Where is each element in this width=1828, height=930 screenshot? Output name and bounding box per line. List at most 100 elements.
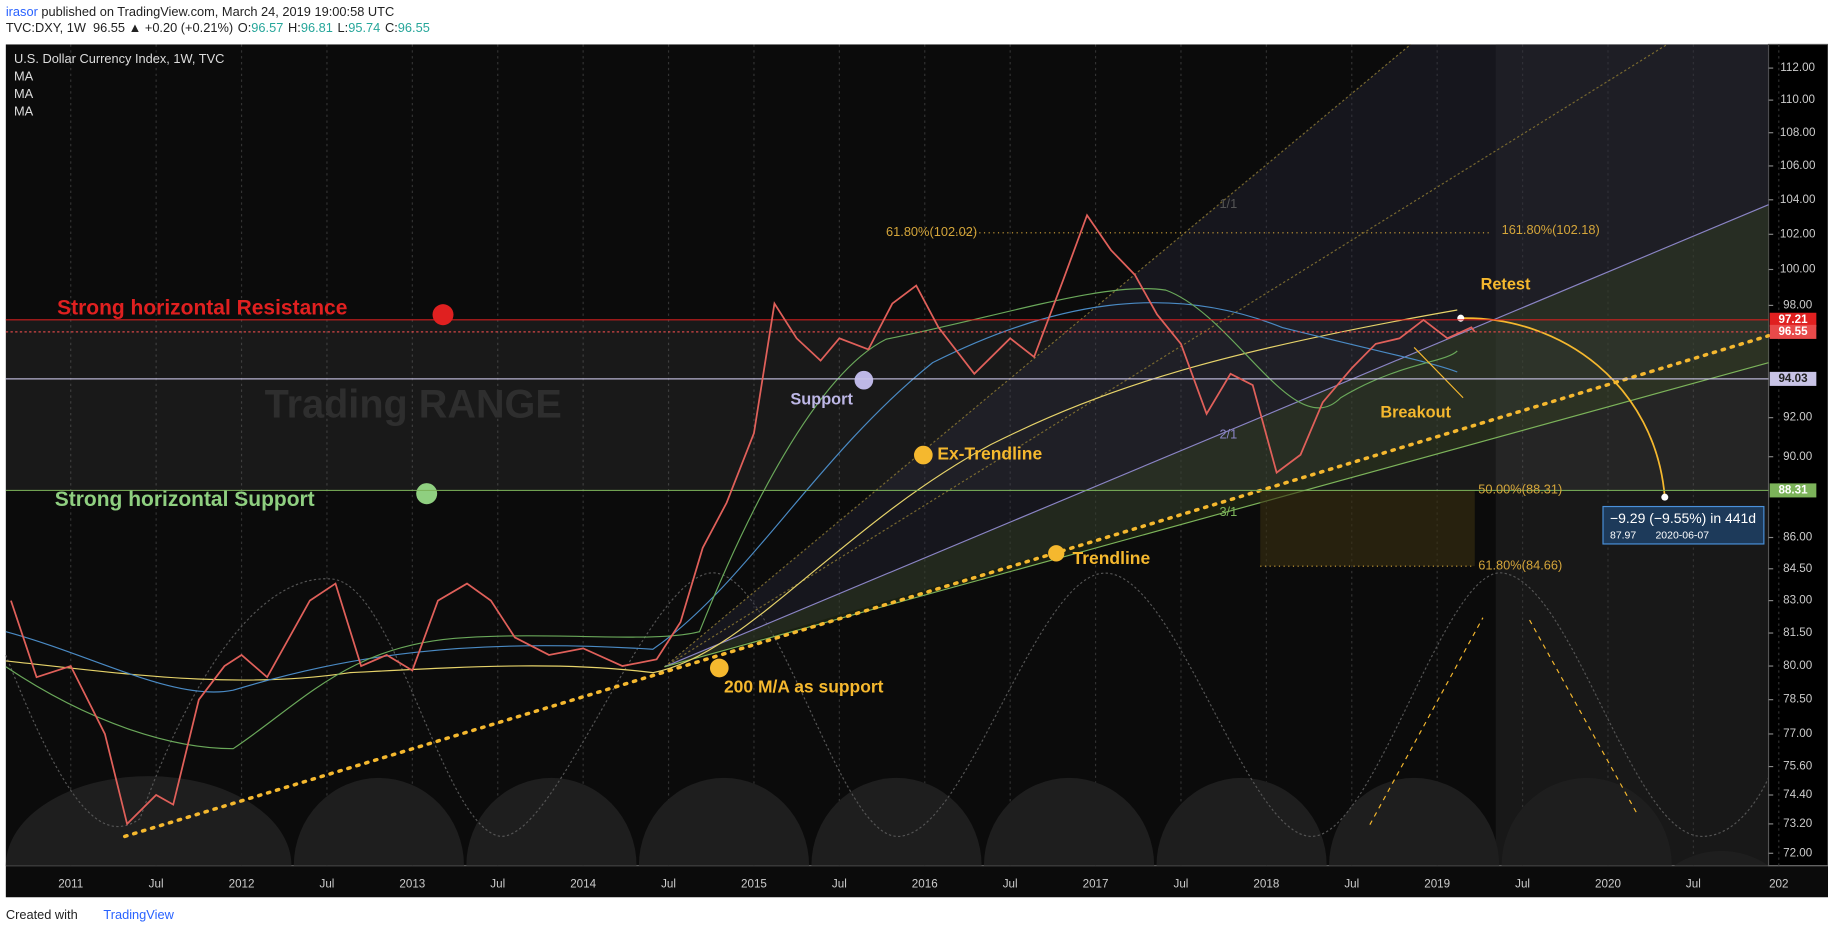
y-tick-label: 83.00 [1783, 594, 1813, 607]
projection-end [1661, 493, 1669, 501]
close-label: C: [385, 21, 398, 36]
y-tick-label: 92.00 [1783, 411, 1813, 424]
fan-line [664, 43, 1668, 668]
projection-zone [1495, 44, 1769, 866]
low: 95.74 [348, 21, 380, 36]
indicator-label: MA [14, 104, 34, 119]
trendline-dot [1048, 545, 1065, 562]
ma-200 [5, 309, 1458, 681]
close: 96.55 [398, 21, 430, 36]
y-tick-label: 74.40 [1783, 788, 1813, 801]
high-label: H: [288, 21, 301, 36]
x-tick-label: 2018 [1253, 877, 1279, 890]
x-tick-label: 2017 [1083, 877, 1109, 890]
support-text: Support [790, 390, 853, 408]
price-label-bg [1769, 324, 1817, 339]
quote: 96.55 ▲ +0.20 (+0.21%) [93, 21, 233, 36]
fan-line [664, 204, 1769, 668]
x-tick-label: 2015 [741, 877, 767, 890]
price-label-bg [1769, 312, 1817, 327]
y-tick-label: 72.00 [1783, 846, 1813, 859]
x-tick-label: Jul [1003, 877, 1018, 890]
indicator-label: MA [14, 86, 34, 101]
price-label-bg [1769, 371, 1817, 386]
x-tick-label: Jul [1174, 877, 1189, 890]
x-tick-label: 2012 [229, 877, 255, 890]
y-tick-label: 86.00 [1783, 531, 1813, 544]
range-label: Trading RANGE [265, 383, 562, 427]
price-label: 94.03 [1778, 372, 1808, 385]
published-text: published on TradingView.com, March 24, … [41, 4, 394, 19]
trendline [122, 333, 1771, 839]
x-tick-label: 2020 [1595, 877, 1621, 890]
projection-start [1457, 314, 1465, 322]
header-line-1: irasor published on TradingView.com, Marc… [6, 4, 394, 19]
low-label: L: [338, 21, 349, 36]
ex-trendline-dot [914, 445, 933, 465]
price-label-bg [1769, 483, 1817, 498]
gann-label: 2/1 [1219, 427, 1237, 442]
resistance-label: Strong horizontal Resistance [57, 296, 347, 319]
open-label: O: [238, 21, 252, 36]
x-tick-label: Jul [320, 877, 335, 890]
y-tick-label: 73.20 [1783, 817, 1813, 830]
resistance-dot [432, 304, 454, 326]
cycle-arrow-up [1369, 617, 1484, 825]
author-link[interactable]: irasor [6, 4, 39, 19]
support-dot-2 [854, 370, 874, 390]
projection-date: 2020-06-07 [1655, 530, 1709, 542]
fib-label: 161.80%(102.18) [1502, 222, 1600, 237]
projection-arrow [1460, 317, 1666, 498]
range-band [5, 319, 1769, 491]
gann-label: 3/1 [1219, 504, 1237, 519]
ma-dot [709, 658, 729, 678]
ma-50 [5, 287, 1458, 750]
y-tick-label: 90.00 [1783, 450, 1813, 463]
y-tick-label: 102.00 [1780, 227, 1816, 240]
fib-label: 50.00%(88.31) [1478, 482, 1562, 497]
footer: Created with TradingView [6, 907, 175, 922]
fib-box [1260, 490, 1475, 567]
x-tick-label: 2014 [570, 877, 596, 890]
y-tick-label: 75.60 [1783, 760, 1813, 773]
x-tick-label: 2019 [1424, 877, 1450, 890]
y-tick-label: 98.00 [1783, 298, 1813, 311]
gann-label: 1/1 [1219, 196, 1237, 211]
cycle-wave [5, 572, 1770, 838]
indicator-label: MA [14, 69, 34, 84]
x-tick-label: Jul [661, 877, 676, 890]
y-tick-label: 106.00 [1780, 159, 1816, 172]
retest-label: Retest [1481, 276, 1531, 294]
price-label: 88.31 [1778, 483, 1808, 496]
y-tick-label: 100.00 [1780, 263, 1816, 276]
x-tick-label: 2011 [58, 877, 83, 890]
breakout-label: Breakout [1380, 403, 1451, 421]
projection-price: 87.97 [1610, 530, 1636, 542]
y-tick-label: 84.50 [1783, 562, 1813, 575]
support-dot [416, 483, 438, 505]
y-tick-label: 81.50 [1783, 626, 1813, 639]
price-line [10, 213, 1476, 826]
fib-label: 61.80%(102.02) [886, 224, 977, 239]
y-tick-label: 78.50 [1783, 693, 1813, 706]
open: 96.57 [251, 21, 283, 36]
x-tick-label: 202 [1769, 877, 1788, 890]
trendline-label: Trendline [1073, 548, 1151, 568]
x-tick-label: 2016 [912, 877, 938, 890]
y-tick-label: 108.00 [1780, 126, 1816, 139]
created-text: Created with [6, 907, 78, 922]
header-line-2: TVC:DXY, 1W 96.55 ▲ +0.20 (+0.21%) O:96.57… [6, 21, 430, 36]
chart-title: U.S. Dollar Currency Index, 1W, TVC [14, 51, 224, 66]
x-tick-label: Jul [149, 877, 164, 890]
x-tick-label: 2013 [399, 877, 425, 890]
y-tick-label: 80.00 [1783, 659, 1813, 672]
cycle-arcs [5, 776, 1769, 866]
brand-link[interactable]: TradingView [103, 907, 174, 922]
y-tick-label: 110.00 [1780, 93, 1815, 106]
x-tick-label: Jul [1686, 877, 1701, 890]
x-tick-label: Jul [832, 877, 847, 890]
x-tick-label: Jul [1515, 877, 1530, 890]
breakout-arrow [1413, 347, 1464, 399]
ma-label: 200 M/A as support [724, 676, 884, 696]
symbol: TVC:DXY, 1W [6, 21, 87, 36]
